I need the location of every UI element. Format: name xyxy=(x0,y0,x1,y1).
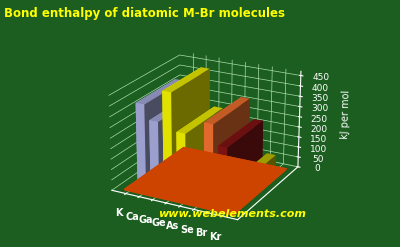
Text: Bond enthalpy of diatomic M-Br molecules: Bond enthalpy of diatomic M-Br molecules xyxy=(4,7,285,21)
Text: www.webelements.com: www.webelements.com xyxy=(158,209,306,219)
